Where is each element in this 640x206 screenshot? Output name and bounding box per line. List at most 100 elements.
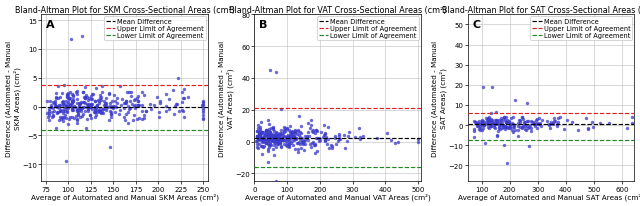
- Point: [587, 121, 597, 124]
- Point: [86, 103, 97, 106]
- Point: [76, 102, 86, 105]
- Point: [82, 96, 92, 99]
- Point: [252, 140, 262, 143]
- Point: [61, 94, 72, 97]
- Point: [262, 134, 272, 137]
- Point: [68, 94, 78, 97]
- Point: [93, 99, 104, 102]
- Point: [323, 126, 333, 129]
- Point: [137, 110, 147, 114]
- Point: [256, 145, 266, 148]
- Point: [518, 118, 528, 121]
- Point: [79, 97, 90, 100]
- Point: [307, 129, 317, 132]
- Point: [506, 117, 516, 120]
- Point: [72, 119, 82, 122]
- Point: [271, 137, 281, 140]
- Point: [501, 126, 511, 129]
- Point: [44, 109, 54, 113]
- Point: [492, 135, 502, 138]
- Point: [274, 133, 284, 136]
- Point: [111, 97, 122, 100]
- Point: [83, 108, 93, 111]
- Point: [473, 124, 483, 128]
- Point: [121, 102, 131, 105]
- Point: [264, 130, 274, 133]
- Point: [252, 135, 262, 138]
- Point: [125, 95, 136, 98]
- Point: [109, 105, 120, 108]
- Legend: Mean Difference, Upper Limit of Agreement, Lower Limit of Agreement: Mean Difference, Upper Limit of Agreemen…: [317, 17, 419, 41]
- Point: [525, 124, 535, 127]
- Point: [65, 104, 76, 108]
- Point: [290, 147, 300, 151]
- Point: [86, 98, 96, 101]
- Point: [271, 71, 282, 74]
- Point: [339, 133, 349, 137]
- Point: [276, 133, 286, 136]
- Point: [255, 136, 265, 139]
- Point: [500, 121, 511, 124]
- Point: [258, 131, 268, 135]
- Point: [266, 135, 276, 138]
- Point: [264, 128, 275, 131]
- Point: [498, 126, 508, 129]
- Point: [479, 123, 489, 126]
- Point: [294, 140, 304, 144]
- Point: [198, 111, 209, 114]
- Point: [268, 138, 278, 141]
- Point: [545, 127, 555, 130]
- Point: [531, 124, 541, 128]
- Point: [627, 115, 637, 119]
- Point: [264, 131, 275, 135]
- Point: [283, 133, 293, 137]
- Point: [486, 86, 497, 89]
- Point: [49, 104, 60, 107]
- Point: [253, 124, 264, 127]
- Point: [90, 115, 100, 119]
- Point: [179, 110, 189, 113]
- Point: [516, 126, 527, 129]
- Point: [256, 132, 266, 135]
- Point: [279, 126, 289, 129]
- Point: [478, 127, 488, 130]
- Point: [105, 146, 115, 149]
- Point: [284, 146, 294, 149]
- Point: [72, 98, 82, 102]
- Point: [268, 126, 278, 129]
- Point: [482, 123, 492, 126]
- Point: [260, 129, 271, 132]
- Point: [58, 101, 68, 104]
- Point: [267, 133, 277, 136]
- Point: [253, 136, 264, 140]
- Point: [93, 100, 104, 103]
- Point: [122, 105, 132, 108]
- Point: [137, 90, 147, 94]
- Point: [268, 138, 278, 142]
- Point: [386, 139, 396, 142]
- Point: [141, 110, 151, 114]
- Point: [505, 124, 515, 127]
- Point: [95, 108, 106, 111]
- Point: [86, 103, 96, 107]
- Point: [372, 136, 382, 140]
- Point: [477, 119, 487, 123]
- Point: [283, 135, 293, 139]
- Point: [78, 101, 88, 104]
- Point: [255, 138, 266, 141]
- Point: [291, 138, 301, 141]
- Point: [132, 97, 142, 100]
- Point: [80, 96, 90, 99]
- Point: [305, 127, 315, 130]
- Point: [43, 116, 53, 119]
- Point: [468, 130, 479, 133]
- Point: [261, 138, 271, 142]
- Point: [271, 133, 281, 137]
- Point: [83, 109, 93, 113]
- Point: [312, 137, 322, 140]
- Point: [289, 136, 300, 139]
- Point: [258, 145, 268, 149]
- Point: [277, 132, 287, 135]
- Point: [273, 134, 283, 137]
- Point: [85, 106, 95, 109]
